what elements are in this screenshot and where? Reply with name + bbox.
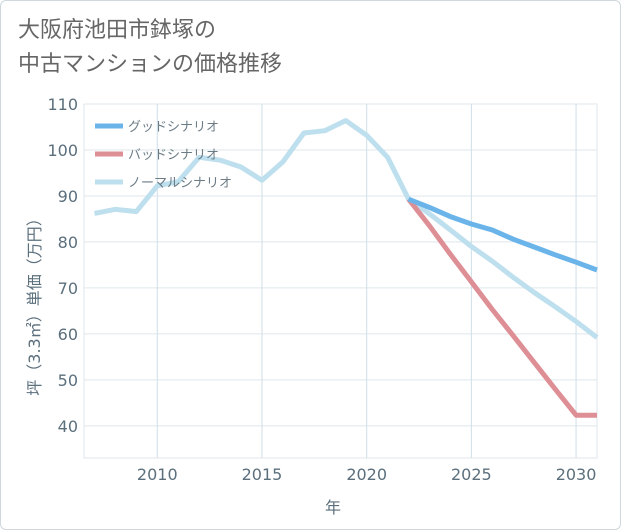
y-tick-labels: 40 50 60 70 80 90 100 110 xyxy=(47,95,78,436)
y-tick-label: 110 xyxy=(47,95,78,114)
legend-label: ノーマルシナリオ xyxy=(128,176,232,191)
x-axis-label: 年 xyxy=(325,498,341,517)
x-tick-labels: 2010 2015 2020 2025 2030 xyxy=(137,465,596,484)
x-tick-label: 2030 xyxy=(556,465,597,484)
series-line-good xyxy=(407,196,598,273)
series-line-normal xyxy=(94,118,599,340)
y-tick-label: 60 xyxy=(58,325,78,344)
chart-title: 大阪府池田市鉢塚の 中古マンションの価格推移 xyxy=(18,14,378,82)
y-tick-label: 50 xyxy=(58,371,78,390)
x-tick-label: 2020 xyxy=(346,465,387,484)
y-tick-label: 80 xyxy=(58,233,78,252)
x-tick-label: 2010 xyxy=(137,465,178,484)
grid-lines xyxy=(83,103,598,459)
x-tick-label: 2025 xyxy=(451,465,492,484)
chart-title-line2: 中古マンションの価格推移 xyxy=(18,52,283,77)
y-tick-label: 70 xyxy=(58,279,78,298)
chart-title-line1: 大阪府池田市鉢塚の xyxy=(18,18,217,43)
series-lines xyxy=(94,118,599,418)
legend-label: グッドシナリオ xyxy=(128,120,219,135)
y-tick-label: 40 xyxy=(58,417,78,436)
legend-label: バッドシナリオ xyxy=(128,148,219,163)
y-axis-label: 坪（3.3㎡）単価（万円） xyxy=(25,210,44,395)
series-line-bad xyxy=(406,197,597,418)
x-tick-label: 2015 xyxy=(242,465,283,484)
y-tick-label: 100 xyxy=(47,141,78,160)
y-tick-label: 90 xyxy=(58,187,78,206)
